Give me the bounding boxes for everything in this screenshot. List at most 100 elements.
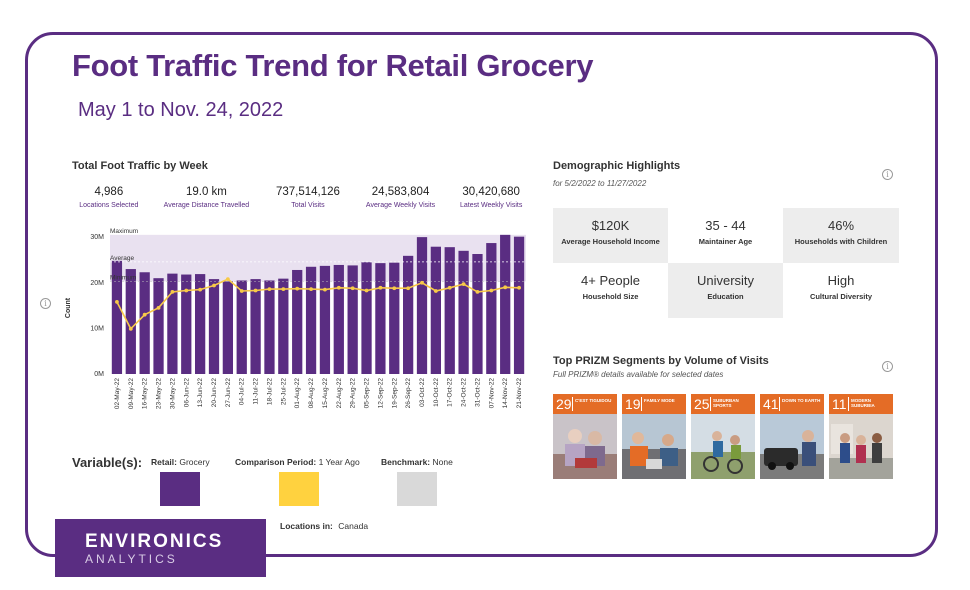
- x-tick-label: 31-Oct-22: [474, 378, 481, 407]
- bar[interactable]: [430, 246, 441, 374]
- comparison-point[interactable]: [323, 287, 327, 292]
- comparison-point[interactable]: [267, 287, 272, 292]
- comparison-key: Comparison Period:: [235, 457, 317, 467]
- comparison-point[interactable]: [239, 289, 244, 293]
- x-tick-label: 07-Nov-22: [488, 378, 495, 409]
- bar[interactable]: [416, 237, 428, 374]
- comparison-point[interactable]: [212, 283, 216, 288]
- bar[interactable]: [347, 265, 358, 374]
- info-icon[interactable]: i: [40, 298, 51, 309]
- comparison-point[interactable]: [364, 288, 369, 293]
- comparison-swatch[interactable]: [279, 472, 319, 506]
- stat-total-visits: 737,514,126 Total Visits: [265, 186, 351, 209]
- x-tick-label: 18-Jul-22: [266, 378, 273, 405]
- bar[interactable]: [333, 264, 344, 374]
- bar[interactable]: [181, 274, 192, 374]
- comparison-point[interactable]: [295, 286, 300, 291]
- x-tick-label: 17-Oct-22: [447, 378, 454, 407]
- comparison-variable-label: Comparison Period: 1 Year Ago: [235, 457, 360, 467]
- comparison-point[interactable]: [503, 285, 508, 290]
- y-tick-label: 10M: [90, 325, 104, 332]
- bar[interactable]: [375, 263, 386, 374]
- comparison-point[interactable]: [461, 282, 466, 287]
- bar[interactable]: [208, 279, 220, 374]
- bar[interactable]: [195, 274, 206, 374]
- bar[interactable]: [139, 272, 150, 374]
- bar[interactable]: [264, 280, 275, 374]
- comparison-point[interactable]: [420, 280, 424, 285]
- prizm-tile[interactable]: 19 FAMILY MODE: [622, 394, 686, 479]
- x-tick-label: 10-Oct-22: [433, 378, 440, 407]
- comparison-point[interactable]: [128, 326, 133, 331]
- bar[interactable]: [472, 254, 483, 374]
- retail-variable-label: Retail: Grocery: [151, 457, 210, 467]
- comparison-point[interactable]: [489, 288, 494, 293]
- locations-value: Canada: [338, 521, 369, 531]
- bar[interactable]: [500, 234, 511, 374]
- bar[interactable]: [278, 278, 289, 374]
- comparison-point[interactable]: [433, 289, 438, 293]
- prizm-tile[interactable]: 41 DOWN TO EARTH: [760, 394, 824, 479]
- comparison-point[interactable]: [350, 286, 355, 291]
- comparison-point[interactable]: [517, 285, 521, 290]
- comparison-point[interactable]: [336, 285, 341, 290]
- segment-number: 29: [556, 396, 572, 412]
- bar[interactable]: [403, 255, 414, 374]
- comparison-point[interactable]: [115, 300, 119, 304]
- bar[interactable]: [153, 278, 164, 374]
- y-tick-label: 20M: [90, 280, 104, 287]
- bar[interactable]: [222, 281, 233, 374]
- bar[interactable]: [458, 250, 469, 374]
- stat-value: 19.0 km: [185, 186, 227, 198]
- minimum-label: Minimum: [110, 274, 136, 281]
- stat-value: 30,420,680: [462, 186, 520, 198]
- logo-line1: ENVIRONICS: [85, 531, 224, 552]
- prizm-tile[interactable]: 25 SUBURBAN SPORTS: [691, 394, 755, 479]
- bar[interactable]: [319, 265, 331, 374]
- comparison-points: [115, 277, 521, 331]
- bar[interactable]: [167, 273, 178, 374]
- comparison-point[interactable]: [281, 287, 286, 292]
- bar[interactable]: [125, 269, 136, 374]
- x-tick-label: 27-Jun-22: [225, 378, 232, 408]
- segment-name: SUBURBAN SPORTS: [713, 398, 739, 408]
- comparison-point[interactable]: [142, 312, 147, 317]
- retail-swatch[interactable]: [160, 472, 200, 506]
- demo-label: Education: [707, 292, 744, 301]
- prizm-tile[interactable]: 29 C'EST TIGUIDOU: [553, 394, 617, 479]
- comparison-point[interactable]: [253, 288, 258, 293]
- prizm-tile[interactable]: 11 MODERN SUBURBIA: [829, 394, 893, 479]
- bar[interactable]: [486, 243, 497, 374]
- comparison-point[interactable]: [309, 287, 313, 292]
- bar[interactable]: [292, 269, 303, 374]
- info-icon[interactable]: i: [882, 169, 893, 180]
- x-tick-label: 01-Aug-22: [294, 378, 301, 409]
- bar[interactable]: [444, 247, 455, 374]
- stat-value: 4,986: [94, 186, 124, 198]
- comparison-value: 1 Year Ago: [318, 457, 360, 467]
- comparison-point[interactable]: [475, 289, 480, 294]
- segment-name: MODERN SUBURBIA: [851, 398, 875, 408]
- comparison-point[interactable]: [184, 288, 189, 293]
- x-tick-label: 22-Aug-22: [336, 378, 343, 409]
- bar[interactable]: [236, 280, 247, 374]
- comparison-point[interactable]: [392, 286, 397, 291]
- comparison-point[interactable]: [225, 277, 230, 281]
- bar[interactable]: [389, 262, 400, 374]
- stat-latest-weekly: 30,420,680 Latest Weekly Visits: [450, 186, 532, 209]
- bar[interactable]: [361, 262, 372, 374]
- info-icon[interactable]: i: [882, 361, 893, 372]
- bar[interactable]: [250, 279, 261, 374]
- comparison-point[interactable]: [406, 286, 411, 291]
- comparison-point[interactable]: [198, 287, 203, 292]
- bar[interactable]: [513, 236, 525, 374]
- comparison-point[interactable]: [156, 305, 161, 310]
- bar[interactable]: [305, 266, 317, 374]
- comparison-point[interactable]: [170, 289, 175, 294]
- x-tick-label: 19-Sep-22: [391, 378, 398, 409]
- foot-traffic-chart: Maximum Average Minimum 0M 10M 20M 30M 02-M…: [65, 228, 526, 409]
- bar[interactable]: [111, 260, 123, 374]
- comparison-point[interactable]: [447, 285, 452, 290]
- benchmark-swatch[interactable]: [397, 472, 437, 506]
- comparison-point[interactable]: [378, 285, 383, 290]
